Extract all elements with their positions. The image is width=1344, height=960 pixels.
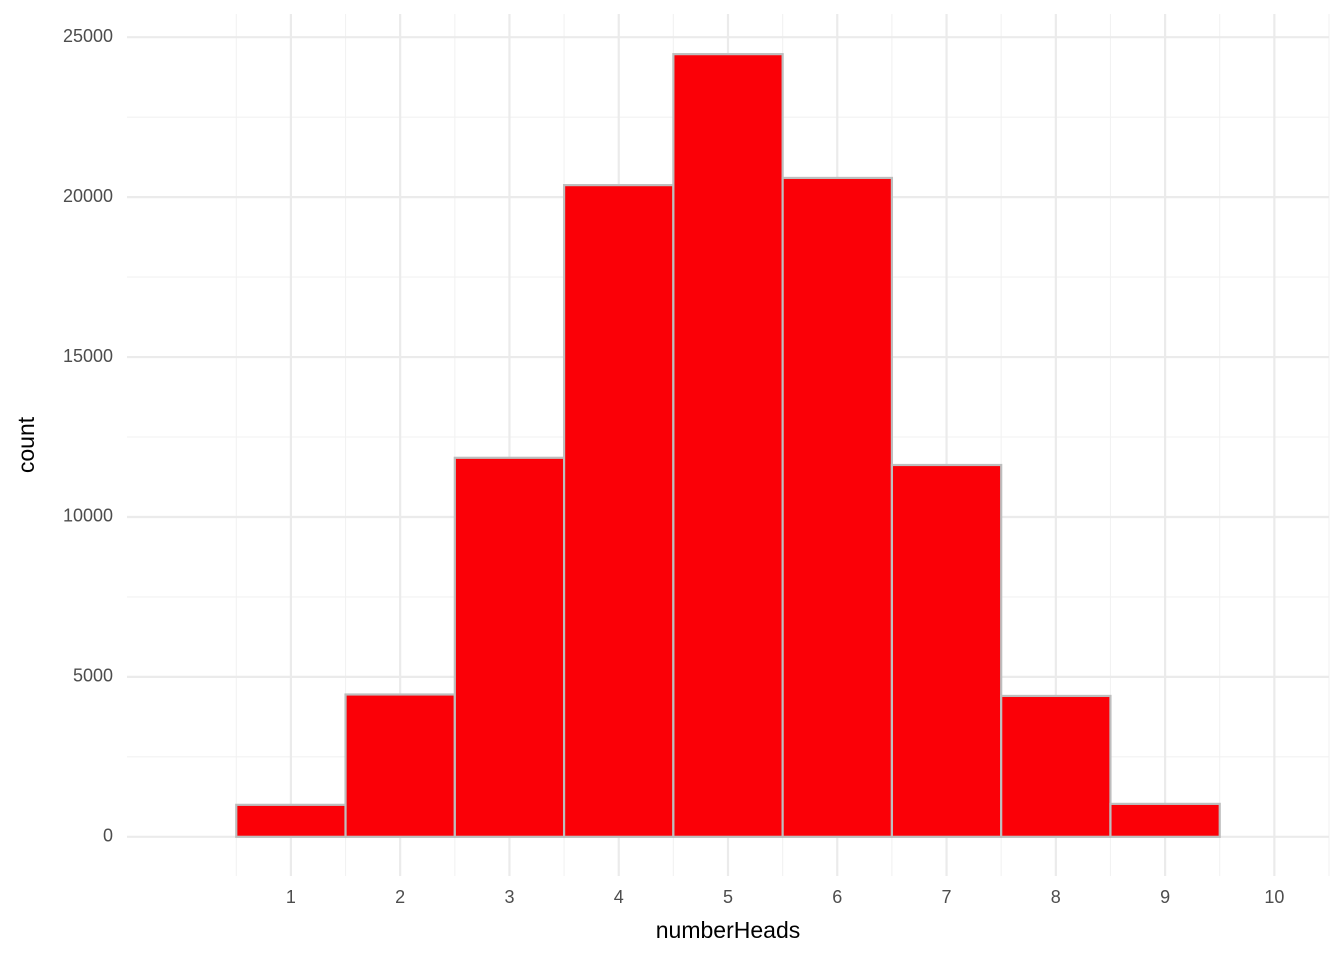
- bar: [453, 456, 566, 838]
- x-tick-label: 5: [723, 887, 733, 907]
- bar: [235, 803, 347, 838]
- bar: [1000, 694, 1112, 838]
- x-tick-label: 7: [942, 887, 952, 907]
- x-tick-label: 8: [1051, 887, 1061, 907]
- x-tick-label: 3: [504, 887, 514, 907]
- y-tick-label: 15000: [63, 346, 113, 366]
- y-tick-label: 10000: [63, 506, 113, 526]
- y-axis-title: count: [13, 416, 39, 473]
- x-tick-label: 6: [832, 887, 842, 907]
- bar: [562, 184, 675, 838]
- x-tick-label: 10: [1264, 887, 1284, 907]
- x-tick-label: 9: [1160, 887, 1170, 907]
- x-tick-label: 4: [614, 887, 624, 907]
- y-tick-label: 0: [103, 826, 113, 846]
- bar: [344, 693, 456, 838]
- bar: [781, 176, 894, 838]
- y-tick-label: 25000: [63, 26, 113, 46]
- x-tick-label: 1: [286, 887, 296, 907]
- bar: [672, 53, 784, 838]
- bar: [890, 463, 1003, 838]
- x-axis-title: numberHeads: [656, 917, 800, 943]
- x-tick-label: 2: [395, 887, 405, 907]
- y-tick-label: 20000: [63, 186, 113, 206]
- y-tick-label: 5000: [73, 666, 113, 686]
- bar: [1109, 802, 1221, 838]
